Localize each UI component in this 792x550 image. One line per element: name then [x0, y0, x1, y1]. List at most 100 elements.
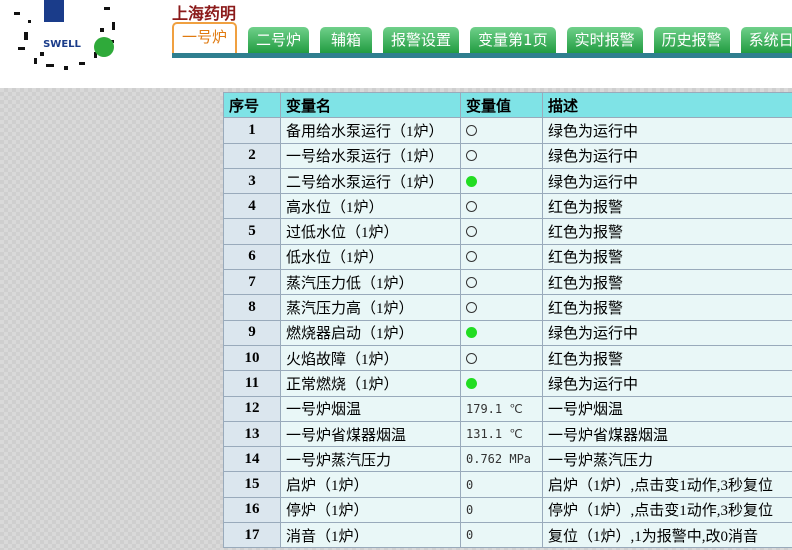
row-number: 2 — [223, 142, 281, 169]
row-number: 4 — [223, 193, 281, 220]
variable-name: 消音（1炉） — [280, 522, 461, 549]
logo: SWELL — [14, 0, 115, 70]
tab[interactable]: 辅箱 — [320, 27, 373, 54]
table-row: 10 火焰故障（1炉） 红色为报警 — [223, 344, 792, 372]
description: 停炉（1炉）,点击变1动作,3秒复位 — [542, 496, 792, 524]
variable-value: 0 — [460, 471, 543, 498]
status-on — [466, 327, 477, 339]
table-row: 14 一号炉蒸汽压力 0.762 MPa 一号炉蒸汽压力 — [223, 446, 792, 473]
column-header: 变量名 — [280, 92, 461, 119]
tab[interactable]: 历史报警 — [653, 27, 730, 54]
header: SWELL 上海药明 一号炉二号炉辅箱报警设置变量第1页实时报警历史报警系统日志… — [0, 0, 792, 88]
table-container: 序号 变量名 变量值 描述 1 备用给水泵运行（1炉） 绿色为运行中 2 一号给水泵运行（1炉… — [223, 92, 792, 550]
status-cell — [460, 167, 543, 195]
row-number: 11 — [223, 370, 281, 397]
status-off — [466, 150, 477, 162]
tab-bar: 一号炉二号炉辅箱报警设置变量第1页实时报警历史报警系统日志一号 — [172, 22, 792, 54]
status-off — [466, 125, 477, 136]
variable-value: 0 — [460, 522, 543, 549]
status-cell — [460, 142, 543, 169]
row-number: 12 — [223, 395, 281, 422]
table-row: 13 一号炉省煤器烟温 131.1 ℃ 一号炉省煤器烟温 — [223, 420, 792, 448]
description: 红色为报警 — [542, 218, 792, 245]
status-off — [466, 352, 477, 364]
status-on — [466, 175, 477, 187]
row-number: 16 — [223, 496, 281, 524]
table-row: 9 燃烧器启动（1炉） 绿色为运行中 — [223, 319, 792, 346]
status-cell — [460, 243, 543, 271]
page-title: 上海药明 — [172, 6, 237, 23]
description: 绿色为运行中 — [542, 117, 792, 144]
status-off — [466, 276, 477, 288]
status-cell — [460, 117, 543, 144]
description: 红色为报警 — [542, 269, 792, 296]
row-number: 3 — [223, 167, 281, 195]
description: 红色为报警 — [542, 294, 792, 321]
variable-name: 一号炉烟温 — [280, 395, 461, 422]
tab-underline — [172, 53, 792, 58]
tab[interactable]: 一号炉 — [172, 22, 238, 54]
variable-name: 燃烧器启动（1炉） — [280, 319, 461, 346]
table-row: 12 一号炉烟温 179.1 ℃ 一号炉烟温 — [223, 395, 792, 422]
description: 红色为报警 — [542, 243, 792, 271]
status-cell — [460, 370, 543, 397]
status-cell — [460, 269, 543, 296]
description: 启炉（1炉）,点击变1动作,3秒复位 — [542, 471, 792, 498]
table-row: 2 一号给水泵运行（1炉） 绿色为运行中 — [223, 142, 792, 169]
table-row: 17 消音（1炉） 0 复位（1炉）,1为报警中,改0消音 — [223, 522, 792, 549]
description: 复位（1炉）,1为报警中,改0消音 — [542, 522, 792, 549]
tab[interactable]: 实时报警 — [566, 27, 643, 54]
variable-value: 0.762 MPa — [460, 446, 543, 473]
row-number: 10 — [223, 344, 281, 372]
column-header: 序号 — [223, 92, 281, 119]
row-number: 8 — [223, 294, 281, 321]
row-number: 14 — [223, 446, 281, 473]
status-on — [466, 377, 477, 389]
variable-value: 131.1 ℃ — [460, 420, 543, 448]
variable-name: 过低水位（1炉） — [280, 218, 461, 245]
column-header: 变量值 — [460, 92, 543, 119]
status-cell — [460, 319, 543, 346]
status-off — [466, 302, 477, 314]
table-row: 5 过低水位（1炉） 红色为报警 — [223, 218, 792, 245]
tab[interactable]: 系统日志 — [740, 27, 792, 54]
table-body: 1 备用给水泵运行（1炉） 绿色为运行中 2 一号给水泵运行（1炉） 绿色为运行中 3 二号给… — [223, 117, 792, 549]
status-cell — [460, 344, 543, 372]
variable-name: 停炉（1炉） — [280, 496, 461, 524]
variable-name: 一号炉省煤器烟温 — [280, 420, 461, 448]
description: 红色为报警 — [542, 193, 792, 220]
tab[interactable]: 二号炉 — [248, 27, 310, 54]
logo-text: SWELL — [43, 39, 81, 50]
column-header: 描述 — [542, 92, 792, 119]
row-number: 15 — [223, 471, 281, 498]
variable-name: 正常燃烧（1炉） — [280, 370, 461, 397]
table-row: 8 蒸汽压力高（1炉） 红色为报警 — [223, 294, 792, 321]
status-cell — [460, 294, 543, 321]
row-number: 7 — [223, 269, 281, 296]
variable-value: 0 — [460, 496, 543, 524]
row-number: 1 — [223, 117, 281, 144]
tab[interactable]: 变量第1页 — [470, 27, 556, 54]
variable-name: 高水位（1炉） — [280, 193, 461, 220]
variable-value: 179.1 ℃ — [460, 395, 543, 422]
row-number: 13 — [223, 420, 281, 448]
status-off — [466, 200, 477, 212]
table-row: 11 正常燃烧（1炉） 绿色为运行中 — [223, 370, 792, 397]
table-row: 6 低水位（1炉） 红色为报警 — [223, 243, 792, 271]
status-cell — [460, 193, 543, 220]
status-off — [466, 226, 477, 238]
description: 绿色为运行中 — [542, 370, 792, 397]
variable-name: 一号炉蒸汽压力 — [280, 446, 461, 473]
row-number: 5 — [223, 218, 281, 245]
variable-name: 备用给水泵运行（1炉） — [280, 117, 461, 144]
description: 一号炉烟温 — [542, 395, 792, 422]
table-row: 4 高水位（1炉） 红色为报警 — [223, 193, 792, 220]
description: 一号炉蒸汽压力 — [542, 446, 792, 473]
header-row: 序号 变量名 变量值 描述 — [223, 92, 792, 119]
variable-name: 一号给水泵运行（1炉） — [280, 142, 461, 169]
status-cell — [460, 218, 543, 245]
tab[interactable]: 报警设置 — [383, 27, 460, 54]
variable-name: 火焰故障（1炉） — [280, 344, 461, 372]
variable-name: 蒸汽压力低（1炉） — [280, 269, 461, 296]
variable-name: 低水位（1炉） — [280, 243, 461, 271]
